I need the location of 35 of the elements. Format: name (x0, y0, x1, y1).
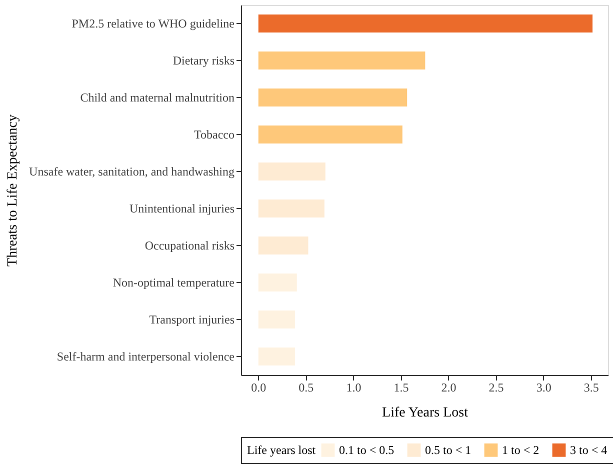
bar (258, 236, 309, 255)
bar (258, 162, 326, 181)
y-tick-label: Dietary risks (172, 54, 235, 68)
legend-label: 1 to < 2 (502, 443, 540, 458)
x-tick-label: 3.5 (584, 380, 599, 394)
y-tick-label: Unsafe water, sanitation, and handwashing (29, 164, 234, 178)
bar (258, 51, 426, 70)
y-tick-label: Non-optimal temperature (112, 276, 234, 290)
y-tick-label: Unintentional injuries (130, 202, 235, 216)
y-tick-label: Transport injuries (149, 312, 235, 326)
bar (258, 273, 298, 292)
x-axis-title: Life Years Lost (382, 406, 468, 420)
x-tick-label: 2.0 (441, 380, 456, 394)
x-tick-label: 1.0 (346, 380, 362, 394)
y-tick-label: Occupational risks (144, 238, 235, 252)
bar (258, 199, 325, 218)
bar (258, 310, 296, 329)
x-tick-label: 0.5 (298, 380, 314, 394)
bar (258, 125, 403, 144)
bar (258, 88, 408, 107)
legend-label: 3 to < 4 (570, 443, 608, 458)
legend-label: 0.1 to < 0.5 (339, 443, 394, 458)
bar (258, 14, 594, 33)
legend-title: Life years lost (247, 443, 316, 457)
y-tick-label: Self-harm and interpersonal violence (56, 350, 234, 364)
y-axis-title: Threats to Life Expectancy (6, 114, 20, 266)
y-tick-label: PM2.5 relative to WHO guideline (72, 16, 234, 30)
y-tick-label: Child and maternal malnutrition (80, 90, 234, 104)
y-tick-label: Tobacco (194, 128, 234, 142)
x-tick-label: 2.5 (488, 380, 504, 394)
legend-label: 0.5 to < 1 (425, 443, 472, 458)
x-tick-label: 3.0 (536, 380, 552, 394)
x-tick-label: 0.0 (251, 380, 266, 394)
x-tick-label: 1.5 (394, 380, 409, 394)
bar (258, 347, 296, 366)
